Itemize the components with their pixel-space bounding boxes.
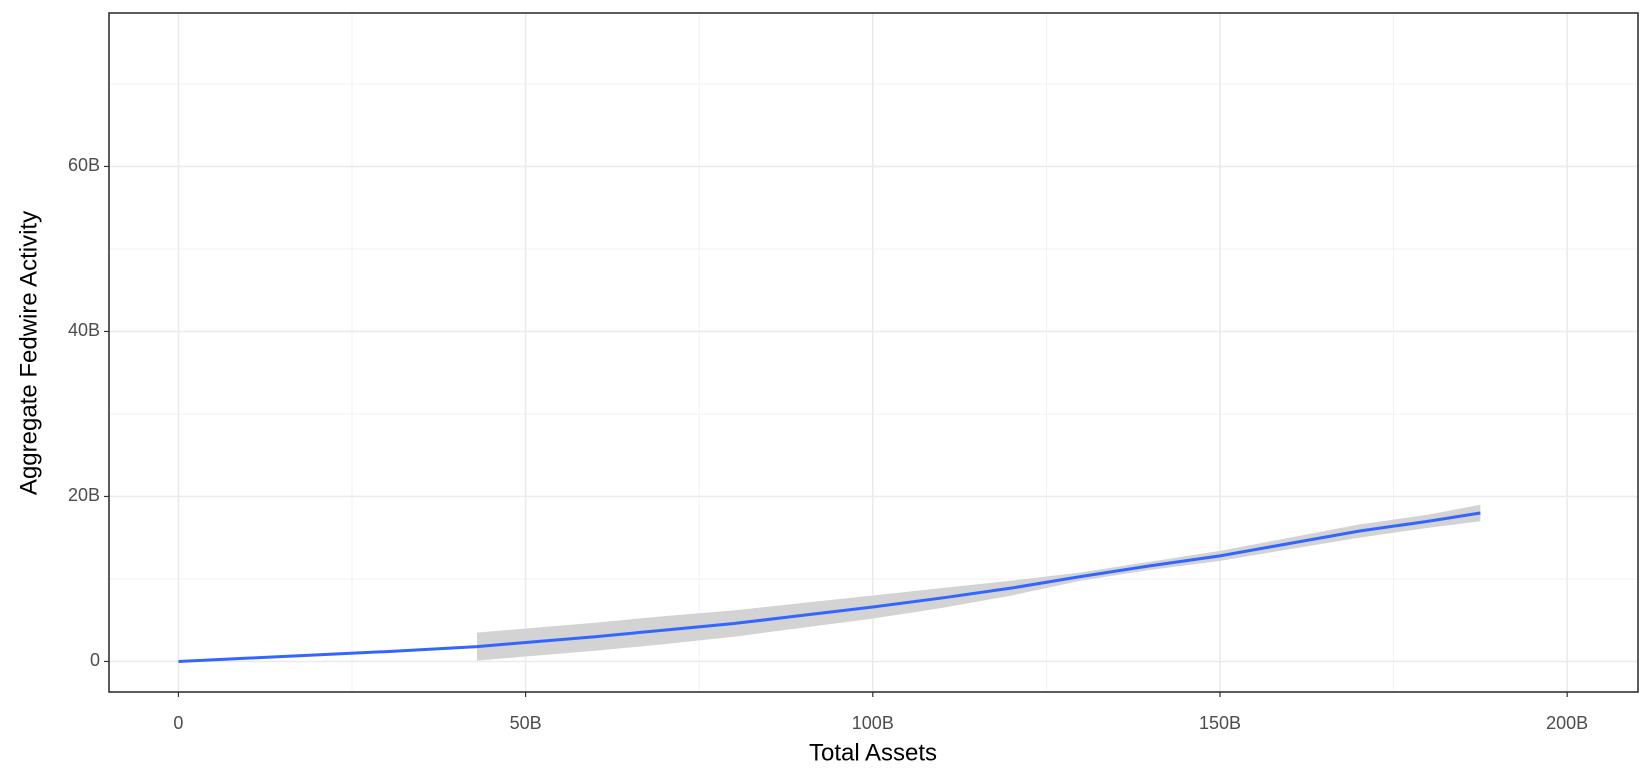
panel-border: [108, 12, 1639, 693]
y-tick-label: 20B: [68, 485, 100, 505]
line: [178, 511, 1481, 663]
x-tick-label: 100B: [852, 713, 894, 733]
y-tick-label: 0: [90, 650, 100, 670]
x-tick-label: 50B: [510, 713, 542, 733]
y-tick-label: 40B: [68, 320, 100, 340]
x-axis-title: Total Assets: [809, 739, 937, 766]
y-axis-title: Aggregate Fedwire Activity: [15, 211, 42, 495]
x-tick-label: 0: [173, 713, 183, 733]
x-tick-label: 200B: [1546, 713, 1588, 733]
x-tick-label: 150B: [1199, 713, 1241, 733]
y-tick-label: 60B: [68, 155, 100, 175]
confidence-band: [477, 504, 1481, 661]
